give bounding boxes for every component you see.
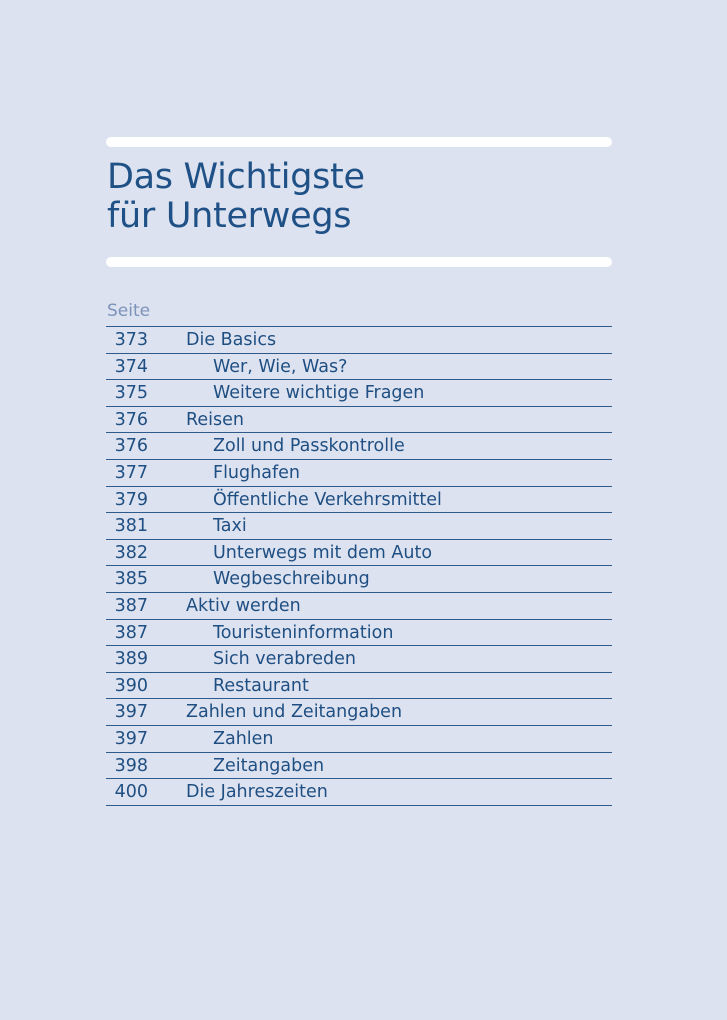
- toc-entry-page-number: 389: [114, 649, 148, 670]
- title-rule-bottom: [106, 257, 612, 267]
- toc-entry-title: Flughafen: [213, 462, 300, 483]
- toc-entry-title: Zoll und Passkontrolle: [213, 436, 405, 457]
- toc-entry[interactable]: 390 Restaurant: [106, 673, 612, 700]
- toc-entry-title: Touristeninformation: [213, 622, 394, 643]
- toc-entry-page-number: 387: [114, 622, 148, 643]
- toc-entry-title: Zahlen: [213, 728, 274, 749]
- toc-entry-title: Wer, Wie, Was?: [213, 356, 348, 377]
- toc-entry-page-number: 376: [114, 436, 148, 457]
- toc-entry-page-number: 397: [114, 702, 148, 723]
- toc-entry-page-number: 385: [114, 569, 148, 590]
- toc-entry[interactable]: 400 Die Jahreszeiten: [106, 779, 612, 806]
- toc-entry-title: Unterwegs mit dem Auto: [213, 542, 433, 563]
- toc-entry[interactable]: 398 Zeitangaben: [106, 753, 612, 780]
- toc-entry-page-number: 375: [114, 383, 148, 404]
- toc-entry-page-number: 400: [114, 782, 148, 803]
- toc-entry[interactable]: 397 Zahlen: [106, 726, 612, 753]
- table-of-contents: 373 Die Basics 374 Wer, Wie, Was? 375 Weitere…: [106, 326, 612, 806]
- toc-entry-page-number: 398: [114, 755, 148, 776]
- toc-entry[interactable]: 379 Öffentliche Verkehrsmittel: [106, 487, 612, 514]
- toc-entry[interactable]: 387 Aktiv werden: [106, 593, 612, 620]
- toc-entry-page-number: 373: [114, 330, 148, 350]
- toc-entry-title: Zeitangaben: [213, 755, 325, 776]
- toc-entry[interactable]: 389 Sich verabreden: [106, 646, 612, 673]
- toc-entry-page-number: 390: [114, 675, 148, 696]
- page-title-line-2: für Unterwegs: [107, 196, 352, 236]
- toc-entry-title: Wegbeschreibung: [213, 569, 370, 590]
- toc-entry-title: Zahlen und Zeitangaben: [186, 702, 403, 723]
- page-column-label: Seite: [107, 301, 151, 321]
- toc-entry[interactable]: 373 Die Basics: [106, 327, 612, 354]
- toc-entry-title: Reisen: [186, 409, 244, 430]
- toc-entry[interactable]: 376 Reisen: [106, 407, 612, 434]
- toc-entry-title: Die Jahreszeiten: [186, 782, 328, 803]
- toc-entry[interactable]: 376 Zoll und Passkontrolle: [106, 433, 612, 460]
- title-rule-top: [106, 137, 612, 147]
- toc-entry-title: Die Basics: [186, 330, 277, 350]
- toc-entry-title: Weitere wichtige Fragen: [213, 383, 425, 404]
- toc-entry[interactable]: 377 Flughafen: [106, 460, 612, 487]
- toc-entry-page-number: 374: [114, 356, 148, 377]
- toc-entry-page-number: 377: [114, 462, 148, 483]
- page-title: Das Wichtigste für Unterwegs: [107, 158, 365, 236]
- toc-entry-title: Aktiv werden: [186, 595, 301, 616]
- toc-entry-page-number: 376: [114, 409, 148, 430]
- toc-entry-page-number: 382: [114, 542, 148, 563]
- toc-entry-title: Öffentliche Verkehrsmittel: [213, 489, 442, 510]
- toc-entry[interactable]: 382 Unterwegs mit dem Auto: [106, 540, 612, 567]
- toc-entry[interactable]: 397 Zahlen und Zeitangaben: [106, 699, 612, 726]
- toc-entry-page-number: 397: [114, 728, 148, 749]
- toc-entry-title: Sich verabreden: [213, 649, 356, 670]
- toc-entry-page-number: 381: [114, 516, 148, 537]
- toc-entry-title: Taxi: [213, 516, 247, 537]
- toc-entry-page-number: 387: [114, 595, 148, 616]
- page-title-line-1: Das Wichtigste: [107, 157, 365, 197]
- toc-entry[interactable]: 381 Taxi: [106, 513, 612, 540]
- toc-entry-title: Restaurant: [213, 675, 309, 696]
- toc-entry[interactable]: 387 Touristeninformation: [106, 620, 612, 647]
- toc-entry[interactable]: 385 Wegbeschreibung: [106, 566, 612, 593]
- toc-entry[interactable]: 375 Weitere wichtige Fragen: [106, 380, 612, 407]
- toc-entry[interactable]: 374 Wer, Wie, Was?: [106, 354, 612, 381]
- toc-entry-page-number: 379: [114, 489, 148, 510]
